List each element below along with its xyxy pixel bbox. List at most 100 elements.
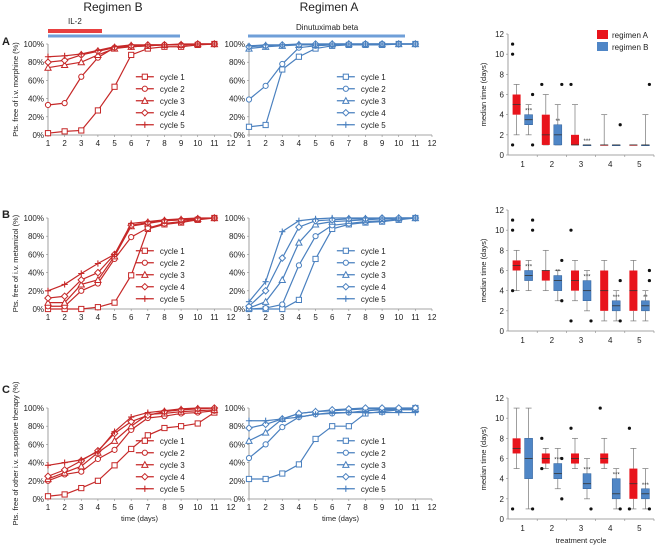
- x-tick-label: 12: [428, 139, 437, 148]
- significance-label: ***: [554, 458, 562, 464]
- y-tick-label: 12: [495, 206, 504, 215]
- legend-marker: [342, 247, 349, 254]
- legend-label: cycle 3: [361, 97, 386, 106]
- data-point: [61, 491, 68, 498]
- box-cycle4-regimen-a: [600, 260, 609, 322]
- data-point: [279, 301, 286, 308]
- y-tick-label: 40%: [229, 269, 245, 278]
- legend-label: cycle 2: [361, 449, 386, 458]
- legend-marker: [141, 85, 148, 92]
- data-point: [78, 127, 85, 134]
- data-point: [245, 96, 253, 103]
- legend-marker: [140, 472, 149, 481]
- data-point: [245, 475, 253, 483]
- data-point: [44, 53, 52, 60]
- y-tick-label: 4: [500, 475, 505, 484]
- legend-label: cycle 2: [361, 259, 386, 268]
- data-point: [127, 417, 136, 426]
- box-cycle3-regimen-b: ***: [582, 270, 593, 323]
- series-legend: cycle 1 cycle 2 cycle 3 cycle 4 cycle 5: [336, 73, 386, 130]
- y-tick-label: 40%: [28, 459, 44, 468]
- legend-label: cycle 3: [361, 271, 386, 280]
- series-line: [48, 217, 215, 310]
- data-point: [161, 41, 168, 49]
- legend-marker: [341, 282, 350, 291]
- data-point: [111, 446, 118, 453]
- data-point: [262, 41, 269, 49]
- legend-label: cycle 4: [160, 283, 185, 292]
- x-tick-label: 3: [280, 139, 285, 148]
- x-tick-label: 1: [46, 503, 51, 512]
- data-point: [295, 296, 303, 303]
- data-point: [77, 275, 86, 284]
- data-point: [60, 60, 69, 69]
- y-tick-label: 0%: [233, 495, 245, 504]
- data-point: [61, 100, 68, 107]
- data-point: [44, 462, 52, 469]
- legend-marker: [342, 73, 349, 80]
- data-point: [194, 404, 201, 412]
- data-point: [312, 411, 319, 418]
- box-cycle2-regimen-a: [541, 249, 550, 292]
- y-axis-label: median time (days): [479, 238, 488, 302]
- outlier-point: [510, 228, 515, 232]
- data-point: [412, 409, 419, 416]
- data-point: [312, 255, 319, 263]
- legend-label: cycle 4: [160, 109, 185, 118]
- legend-marker: [141, 73, 148, 80]
- data-point: [128, 272, 135, 279]
- x-tick-label: 4: [297, 139, 302, 148]
- data-point: [127, 422, 136, 430]
- data-point: [279, 41, 286, 49]
- legend-label: cycle 1: [361, 247, 386, 256]
- series-line: [249, 407, 416, 480]
- legend-label: cycle 3: [160, 271, 185, 280]
- box-body: [629, 144, 638, 146]
- significance-label: ***: [525, 265, 533, 271]
- legend-label: cycle 1: [160, 247, 185, 256]
- legend-marker: [140, 282, 149, 291]
- outlier-point: [540, 466, 544, 471]
- x-tick-label: 6: [330, 313, 335, 322]
- data-point: [60, 465, 69, 474]
- x-tick-label: 4: [608, 336, 613, 345]
- x-tick-label: 3: [79, 139, 84, 148]
- box-cycle4-regimen-b: ***: [611, 468, 622, 511]
- legend-swatch-a: [597, 30, 608, 39]
- box-cycle5-regimen-a: [629, 260, 638, 322]
- data-point: [44, 101, 52, 109]
- x-tick-label: 1: [520, 524, 525, 533]
- outlier-point: [647, 507, 652, 511]
- y-tick-label: 100%: [225, 40, 245, 49]
- x-tick-label: 8: [162, 139, 167, 148]
- series-line: [248, 43, 416, 100]
- x-tick-label: 4: [96, 313, 101, 322]
- box-cycle3-regimen-b: ***: [582, 139, 592, 146]
- data-point: [78, 305, 85, 313]
- x-tick-label: 8: [363, 313, 368, 322]
- legend-marker: [342, 449, 349, 456]
- legend-label: cycle 5: [361, 121, 386, 130]
- box-cycle5-regimen-a: [627, 426, 638, 511]
- series-cycle-4: [44, 404, 219, 481]
- significance-label: **: [555, 270, 560, 276]
- outlier-point: [531, 228, 535, 232]
- legend-label: cycle 2: [160, 259, 185, 268]
- data-point: [61, 52, 68, 59]
- data-point: [329, 409, 336, 416]
- x-tick-label: 8: [363, 139, 368, 148]
- legend-label: cycle 4: [361, 473, 386, 482]
- data-point: [378, 409, 386, 416]
- legend-label: cycle 4: [361, 283, 386, 292]
- box-cycle4-regimen-b: [611, 123, 622, 146]
- box-cycle1-regimen-b: [524, 407, 535, 511]
- legend-marker: [342, 85, 349, 92]
- box-body: [541, 114, 550, 145]
- data-point: [211, 40, 218, 48]
- data-point: [161, 407, 168, 414]
- box-cycle5-regimen-b: **: [641, 268, 652, 322]
- legend-label: cycle 4: [361, 109, 386, 118]
